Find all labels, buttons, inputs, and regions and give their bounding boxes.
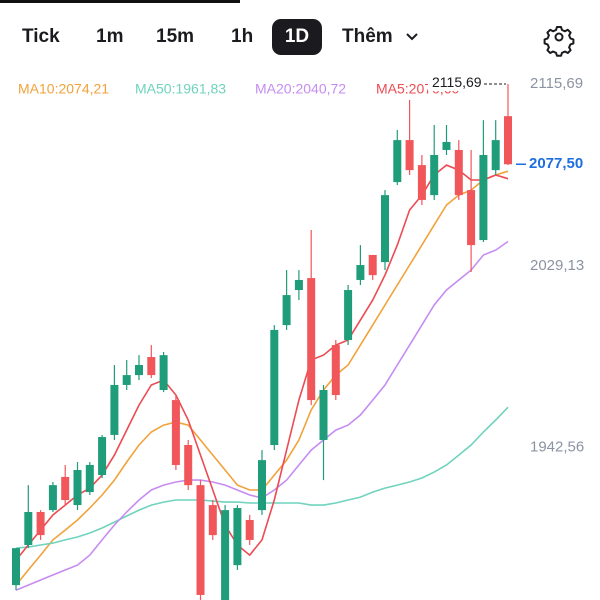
candle-body bbox=[110, 384, 119, 435]
timeframe-tabs: Tick 1m 15m 1h 1D Thêm bbox=[22, 19, 418, 55]
candle-body bbox=[147, 357, 156, 376]
candle-body bbox=[85, 464, 94, 493]
candle-body bbox=[208, 505, 217, 536]
legend-entry: MA20:2040,72 bbox=[255, 81, 346, 97]
last-price-label: 2077,50 bbox=[529, 155, 583, 172]
candle-body bbox=[24, 512, 33, 545]
settings-icon[interactable] bbox=[543, 26, 575, 57]
chevron bbox=[406, 33, 418, 41]
candle-body bbox=[356, 265, 365, 280]
candle-body bbox=[61, 476, 70, 501]
ma-line bbox=[15, 164, 509, 561]
candle-body bbox=[12, 548, 20, 586]
candle-body bbox=[430, 155, 439, 196]
candle-body bbox=[184, 445, 193, 486]
candle-body bbox=[504, 116, 512, 165]
more-menu[interactable]: Thêm bbox=[342, 26, 393, 47]
tab[interactable]: 1m bbox=[96, 26, 123, 47]
candle-body bbox=[417, 165, 426, 200]
candle-body bbox=[344, 290, 353, 341]
tab[interactable]: 15m bbox=[156, 26, 194, 47]
ma-line bbox=[15, 170, 509, 586]
candle-body bbox=[479, 155, 488, 241]
candle-body bbox=[98, 437, 107, 476]
y-tick-label: 2029,13 bbox=[530, 257, 584, 274]
candle-body bbox=[381, 195, 389, 263]
candle-body bbox=[171, 400, 180, 465]
candle-body bbox=[467, 190, 476, 246]
candle-body bbox=[294, 279, 303, 291]
candle-body bbox=[48, 485, 57, 511]
tab-selected[interactable]: 1D bbox=[285, 26, 309, 47]
tab[interactable]: 1h bbox=[231, 26, 253, 47]
candle-body bbox=[270, 329, 279, 446]
candle-body bbox=[331, 345, 340, 396]
candle-body bbox=[368, 254, 377, 276]
legend-entry: MA50:1961,83 bbox=[135, 81, 226, 97]
candle-body bbox=[122, 375, 131, 385]
candle-body bbox=[405, 140, 414, 171]
candle-body bbox=[491, 140, 500, 171]
y-tick-label: 2115,69 bbox=[530, 75, 583, 92]
candle-body bbox=[245, 519, 254, 540]
scroll-indicator bbox=[0, 0, 240, 3]
max-label: 2115,69 bbox=[432, 74, 482, 90]
max-label-bg bbox=[428, 75, 492, 92]
candle-body bbox=[319, 390, 328, 440]
candle-body bbox=[73, 470, 82, 506]
legend-entry: MA10:2074,21 bbox=[18, 81, 109, 97]
tab-selected-bg bbox=[272, 19, 322, 55]
candle-body bbox=[36, 512, 45, 536]
candle-body bbox=[221, 510, 230, 600]
plot: MA10:2074,21 MA50:1961,83 MA20:2040,72 MA5:… bbox=[12, 74, 584, 600]
gear-center bbox=[554, 32, 564, 42]
candle-body bbox=[196, 485, 205, 595]
tab[interactable]: Tick bbox=[22, 26, 60, 47]
candle-body bbox=[159, 355, 168, 390]
candle-body bbox=[442, 141, 451, 150]
y-tick-label: 1942,56 bbox=[530, 439, 584, 456]
candle-body bbox=[393, 140, 402, 183]
candle-body bbox=[135, 365, 143, 376]
candle-body bbox=[454, 149, 463, 196]
gear bbox=[543, 26, 575, 57]
candle-body bbox=[258, 460, 266, 511]
candle-body bbox=[282, 295, 291, 326]
candle-body bbox=[233, 508, 242, 566]
candle-body bbox=[307, 278, 316, 401]
